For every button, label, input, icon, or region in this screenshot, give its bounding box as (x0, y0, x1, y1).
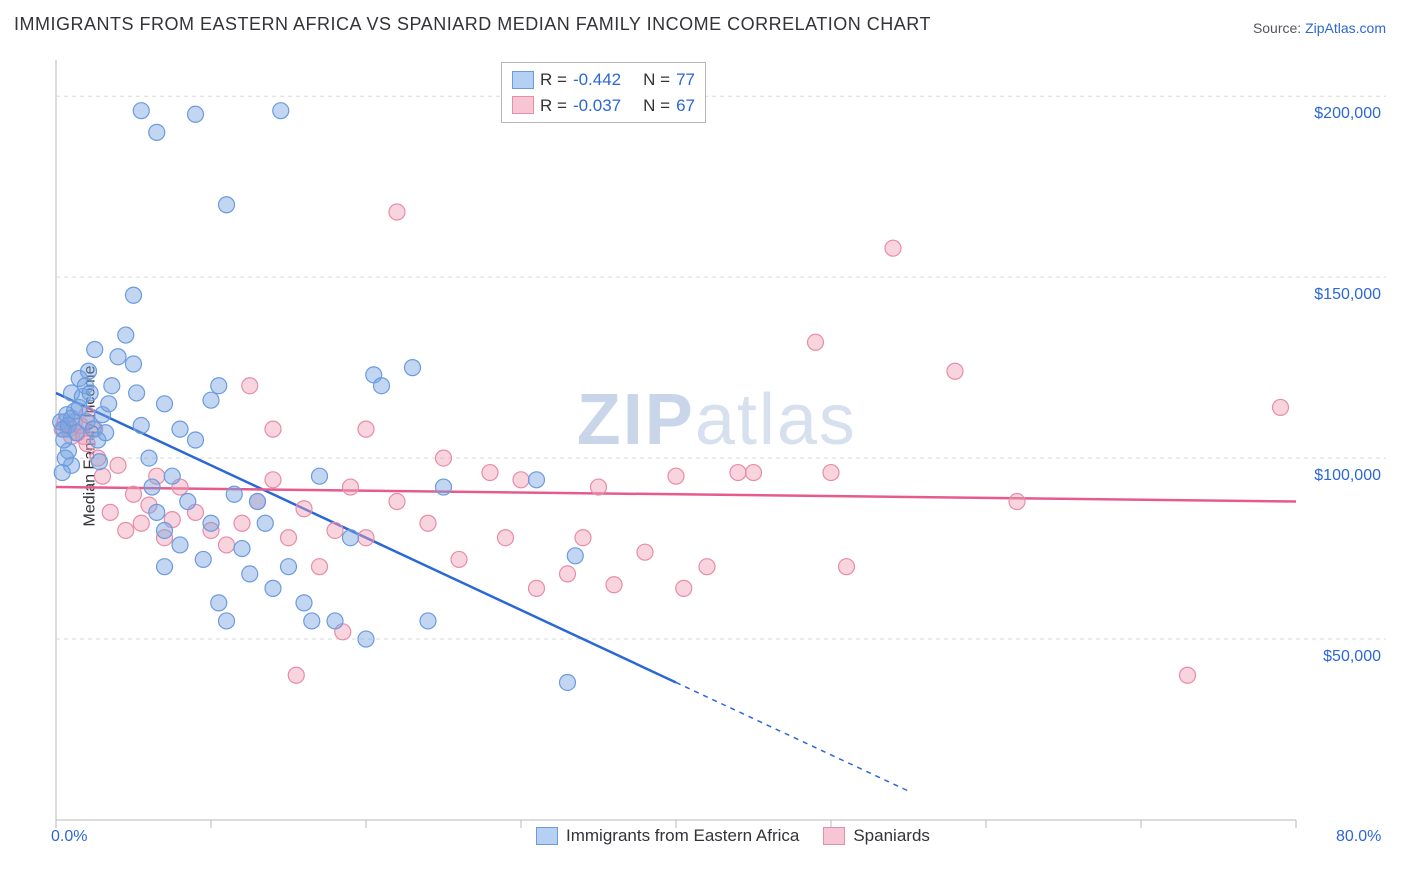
svg-text:$50,000: $50,000 (1323, 648, 1381, 665)
chart-svg: $50,000 $100,000 $150,000 $200,000 (46, 60, 1386, 852)
legend-label-series1: Immigrants from Eastern Africa (566, 826, 799, 846)
legend-label-series2: Spaniards (853, 826, 930, 846)
source-prefix: Source: (1253, 20, 1305, 36)
stats-r-value-2: -0.037 (573, 93, 621, 119)
svg-text:$150,000: $150,000 (1314, 286, 1381, 303)
x-axis-max-label: 80.0% (1336, 828, 1381, 846)
legend-item-series1: Immigrants from Eastern Africa (536, 826, 799, 846)
x-axis-min-label: 0.0% (51, 828, 87, 846)
stats-n-label-2: N = (643, 93, 670, 119)
legend-swatch-series2 (823, 827, 845, 845)
stats-r-value-1: -0.442 (573, 67, 621, 93)
source-credit: Source: ZipAtlas.com (1253, 20, 1386, 36)
stats-r-label-1: R = (540, 67, 567, 93)
stats-n-label-1: N = (643, 67, 670, 93)
swatch-series2 (512, 96, 534, 114)
legend-swatch-series1 (536, 827, 558, 845)
stats-r-label-2: R = (540, 93, 567, 119)
scatter-chart: $50,000$100,000$150,000$200,000 ZIPatlas… (46, 60, 1386, 852)
chart-title: IMMIGRANTS FROM EASTERN AFRICA VS SPANIA… (14, 14, 931, 35)
stats-n-value-1: 77 (676, 67, 695, 93)
stats-legend-box: R = -0.442 N = 77 R = -0.037 N = 67 (501, 62, 706, 123)
svg-text:$200,000: $200,000 (1314, 105, 1381, 122)
bottom-legend: Immigrants from Eastern Africa Spaniards (536, 826, 930, 846)
stats-row-series1: R = -0.442 N = 77 (512, 67, 695, 93)
source-link[interactable]: ZipAtlas.com (1305, 20, 1386, 36)
stats-n-value-2: 67 (676, 93, 695, 119)
svg-text:$100,000: $100,000 (1314, 467, 1381, 484)
stats-row-series2: R = -0.037 N = 67 (512, 93, 695, 119)
legend-item-series2: Spaniards (823, 826, 930, 846)
swatch-series1 (512, 71, 534, 89)
